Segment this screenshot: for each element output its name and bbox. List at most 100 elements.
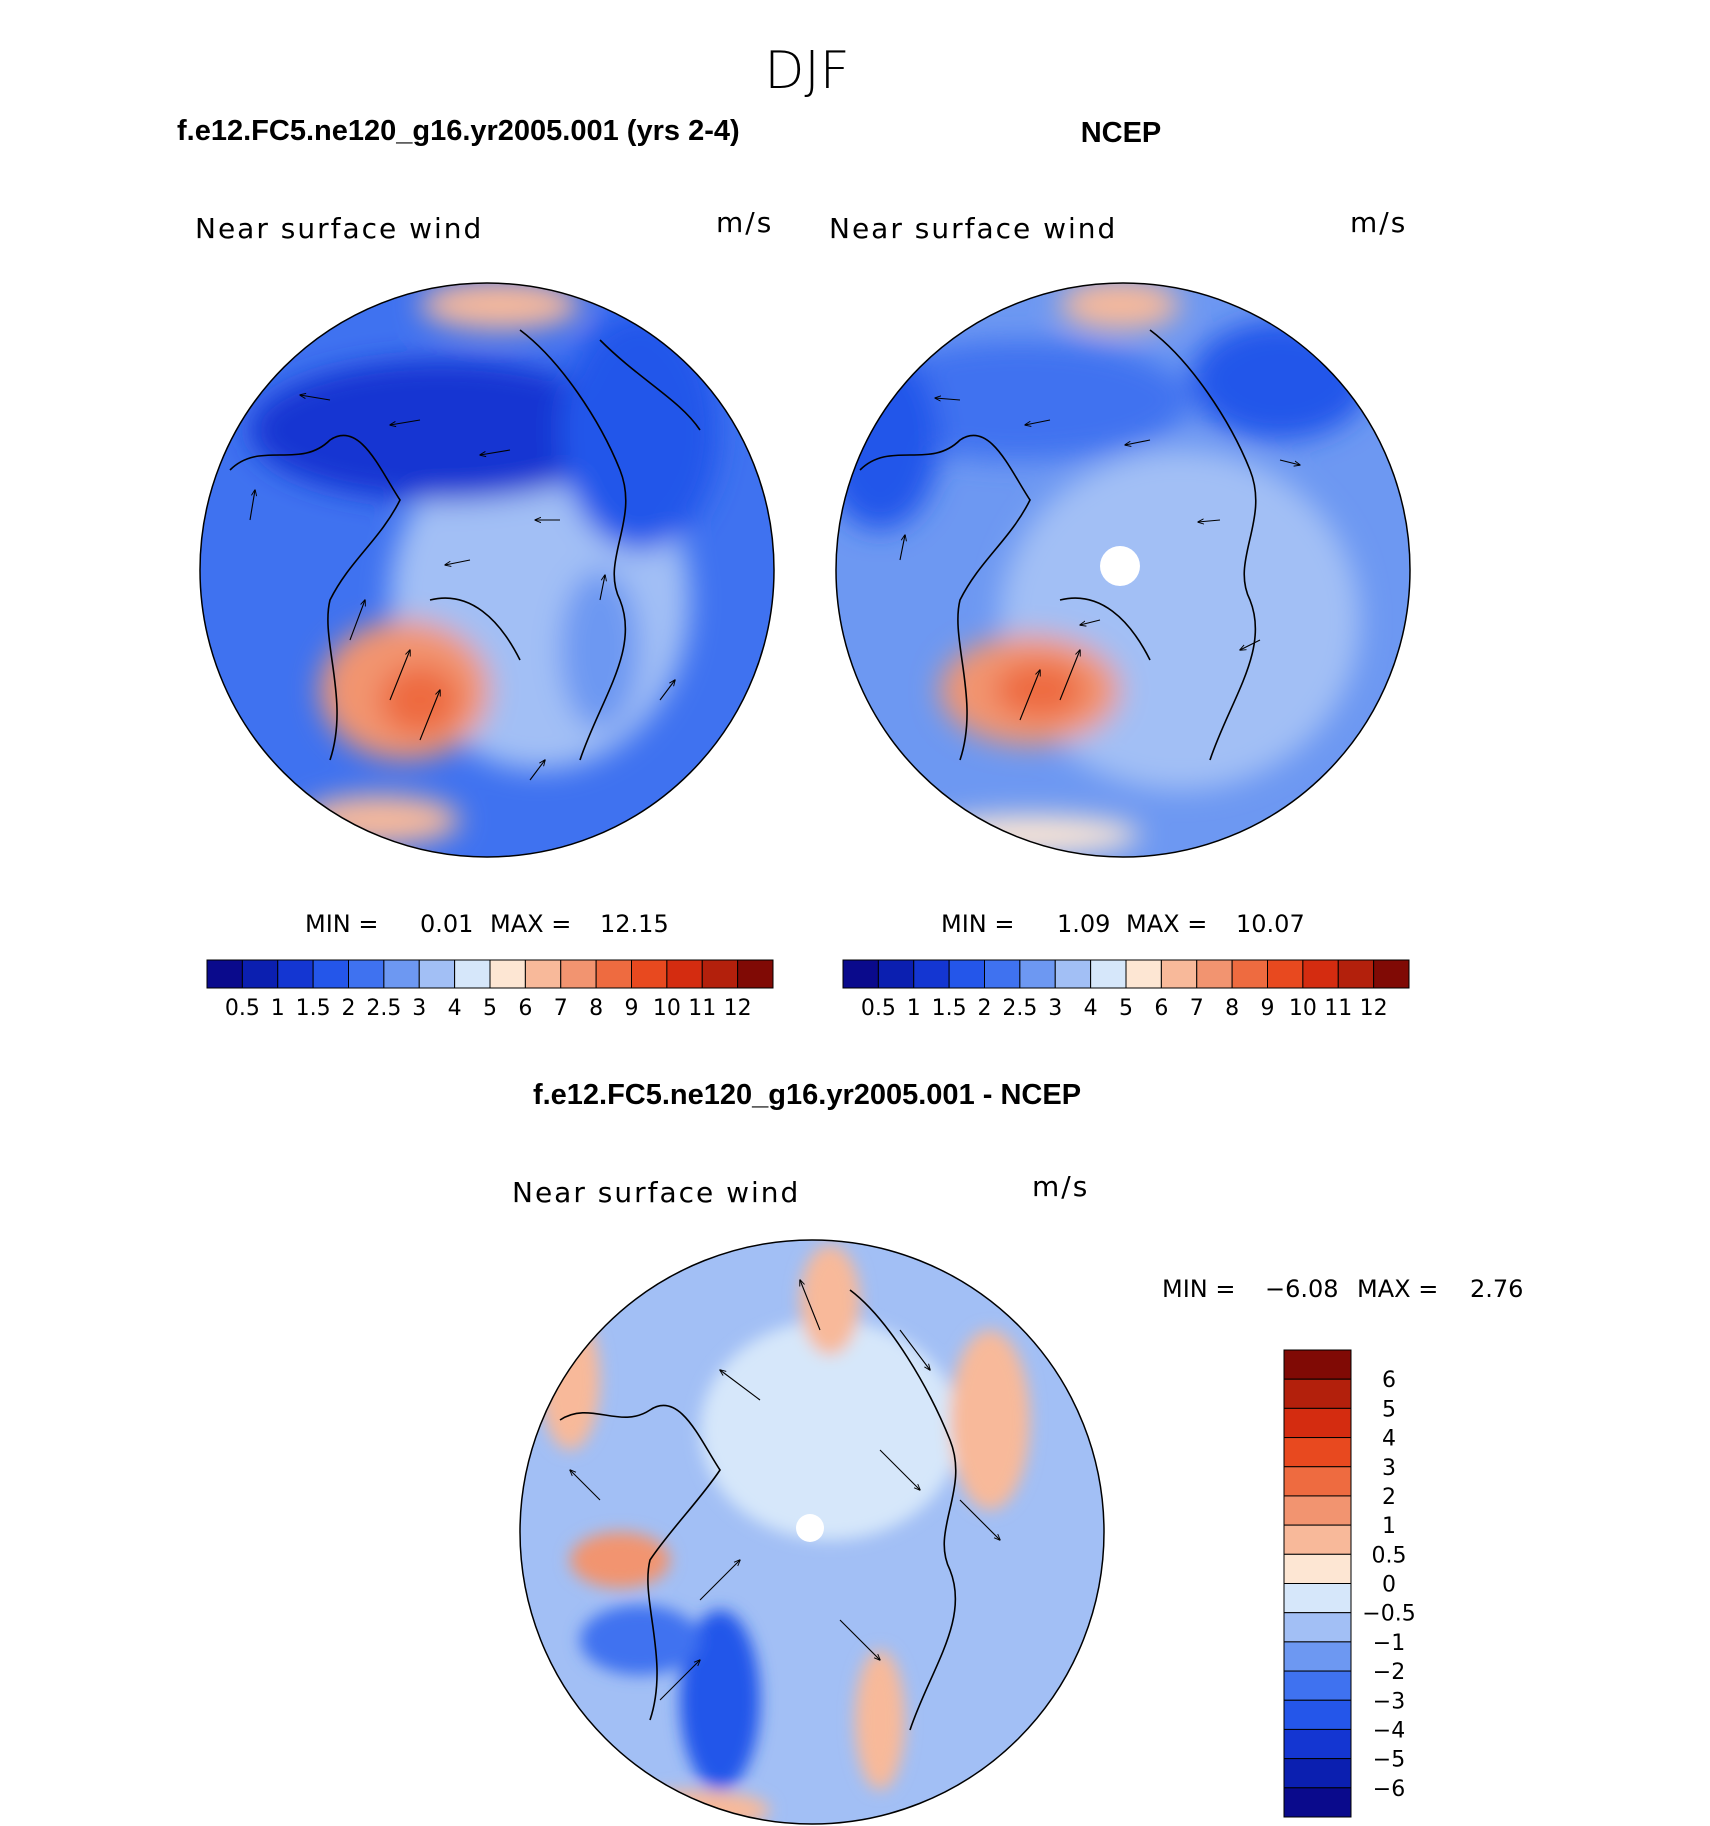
colorbar-box: [1283, 1728, 1352, 1760]
colorbar-tick-label: 6: [1154, 996, 1168, 1021]
colorbar-box: [1090, 959, 1127, 989]
colorbar-box: [1283, 1407, 1352, 1439]
map-model-wind-vectors: [249, 289, 675, 850]
wind-vector: [389, 650, 410, 701]
wind-vector: [570, 1470, 601, 1501]
map-model-region-south-rim: [300, 795, 460, 845]
map-obs-region-jet-core: [995, 662, 1085, 718]
colorbar-box: [984, 959, 1021, 989]
colorbar-box: [1283, 1699, 1352, 1730]
panel-model-title: f.e12.FC5.ne120_g16.yr2005.001 (yrs 2-4): [177, 115, 740, 147]
colorbar-tick-label: 1: [271, 996, 285, 1021]
panel-obs-max-label: MAX =: [1126, 910, 1207, 938]
map-model: [200, 283, 774, 857]
colorbar-tick-label: 8: [1225, 996, 1239, 1021]
wind-vector: [419, 690, 440, 741]
map-model-coastline: [229, 329, 701, 761]
wind-vector: [899, 1329, 930, 1370]
colorbar-tick-label: 1: [907, 996, 921, 1021]
colorbar-box: [1283, 1641, 1352, 1672]
map-model-region-siberia: [250, 360, 630, 500]
colorbar-box: [701, 959, 739, 989]
wind-vector: [959, 1499, 1000, 1540]
wind-vector: [839, 1619, 880, 1660]
colorbar-model: 0.5 1 1.5 2 2.5 3 4 5 6 7 8 9 10 11 12: [206, 959, 774, 1021]
panel-obs: NCEP Near surface wind m/s: [829, 117, 1411, 1021]
colorbar-tick-label: 3: [412, 996, 426, 1021]
colorbar-tick-label: 2.5: [366, 996, 401, 1021]
panel-diff-min-label: MIN =: [1162, 1275, 1235, 1303]
colorbar-box: [913, 959, 950, 989]
colorbar-box: [1283, 1553, 1352, 1584]
colorbar-box: [1337, 959, 1375, 989]
colorbar-tick-label: 2.5: [1002, 996, 1037, 1021]
map-diff-region-se: [855, 1650, 905, 1790]
colorbar-box: [206, 959, 243, 989]
wind-vector: [699, 1560, 740, 1601]
map-diff-wind-vectors: [570, 1280, 1000, 1810]
panel-diff-min-value: −6.08: [1265, 1275, 1339, 1303]
panel-diff: f.e12.FC5.ne120_g16.yr2005.001 - NCEP Ne…: [512, 1079, 1523, 1825]
colorbar-box: [877, 959, 915, 989]
map-obs-region-south-rim: [920, 815, 1140, 855]
colorbar-tick-label: 6: [518, 996, 532, 1021]
wind-vector: [599, 575, 605, 601]
figure-title: DJF: [764, 41, 849, 101]
colorbar-box: [737, 959, 774, 989]
colorbar-tick-label: 12: [1360, 996, 1388, 1021]
colorbar-tick-label: 3: [1382, 1456, 1396, 1481]
colorbar-tick-label: 0.5: [1372, 1543, 1407, 1568]
colorbar-box: [1283, 1466, 1352, 1497]
wind-vector: [589, 1789, 680, 1810]
panel-diff-units: m/s: [1032, 1170, 1089, 1203]
colorbar-tick-label: 11: [688, 996, 716, 1021]
wind-vector: [390, 419, 421, 425]
panel-diff-max-value: 2.76: [1470, 1275, 1523, 1303]
panel-diff-variable: Near surface wind: [512, 1176, 800, 1209]
wind-vector: [619, 299, 650, 320]
colorbar-box: [1283, 1437, 1352, 1468]
colorbar-box: [1283, 1349, 1352, 1380]
wind-vector: [1198, 520, 1221, 522]
colorbar-box: [383, 959, 420, 989]
colorbar-box: [1231, 959, 1268, 989]
map-diff-missing-pole: [796, 1514, 824, 1542]
map-diff-region-center: [700, 1320, 960, 1540]
colorbar-tick-label: 0: [1382, 1573, 1396, 1598]
colorbar-box: [241, 959, 279, 989]
colorbar-box: [1283, 1787, 1352, 1818]
wind-vector: [800, 1280, 821, 1331]
panel-model-variable: Near surface wind: [195, 212, 483, 245]
colorbar-box: [1019, 959, 1056, 989]
wind-vector: [1025, 419, 1051, 425]
colorbar-tick-label: 4: [1084, 996, 1098, 1021]
map-model-region-greenland: [560, 570, 640, 730]
colorbar-tick-label: −1: [1373, 1631, 1405, 1656]
colorbar-tick-label: −5: [1373, 1748, 1405, 1773]
colorbar-tick-label: 8: [589, 996, 603, 1021]
colorbar-box: [418, 959, 456, 989]
panel-diff-max-label: MAX =: [1357, 1275, 1438, 1303]
map-model-border: [199, 282, 775, 858]
map-obs-region-pacific: [1060, 283, 1180, 330]
map-obs-wind-vectors: [899, 398, 1300, 721]
wind-vector: [659, 1660, 700, 1701]
wind-vector: [349, 600, 365, 641]
map-diff-region-wmid: [570, 1532, 670, 1588]
wind-vector: [1240, 639, 1261, 650]
colorbar-tick-label: 12: [724, 996, 752, 1021]
map-obs: [836, 283, 1410, 857]
colorbar-box: [1302, 959, 1339, 989]
colorbar-box: [1373, 959, 1410, 989]
wind-vector: [1080, 619, 1101, 625]
colorbar-box: [454, 959, 491, 989]
colorbar-box: [277, 959, 314, 989]
colorbar-box: [1283, 1524, 1352, 1555]
wind-vector: [659, 680, 675, 701]
panel-model: f.e12.FC5.ne120_g16.yr2005.001 (yrs 2-4)…: [177, 115, 775, 1021]
map-model-region-canada: [560, 310, 720, 550]
panel-obs-min-label: MIN =: [941, 910, 1014, 938]
wind-vector: [935, 398, 961, 400]
panel-obs-max-value: 10.07: [1236, 910, 1305, 938]
